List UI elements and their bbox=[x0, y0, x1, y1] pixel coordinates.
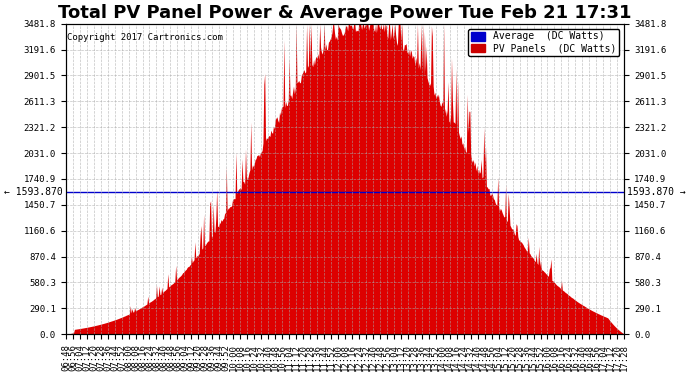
Legend: Average  (DC Watts), PV Panels  (DC Watts): Average (DC Watts), PV Panels (DC Watts) bbox=[468, 28, 620, 56]
Text: ← 1593.870: ← 1593.870 bbox=[4, 187, 63, 197]
Text: Copyright 2017 Cartronics.com: Copyright 2017 Cartronics.com bbox=[67, 33, 223, 42]
Title: Total PV Panel Power & Average Power Tue Feb 21 17:31: Total PV Panel Power & Average Power Tue… bbox=[58, 4, 632, 22]
Text: 1593.870 →: 1593.870 → bbox=[627, 187, 686, 197]
